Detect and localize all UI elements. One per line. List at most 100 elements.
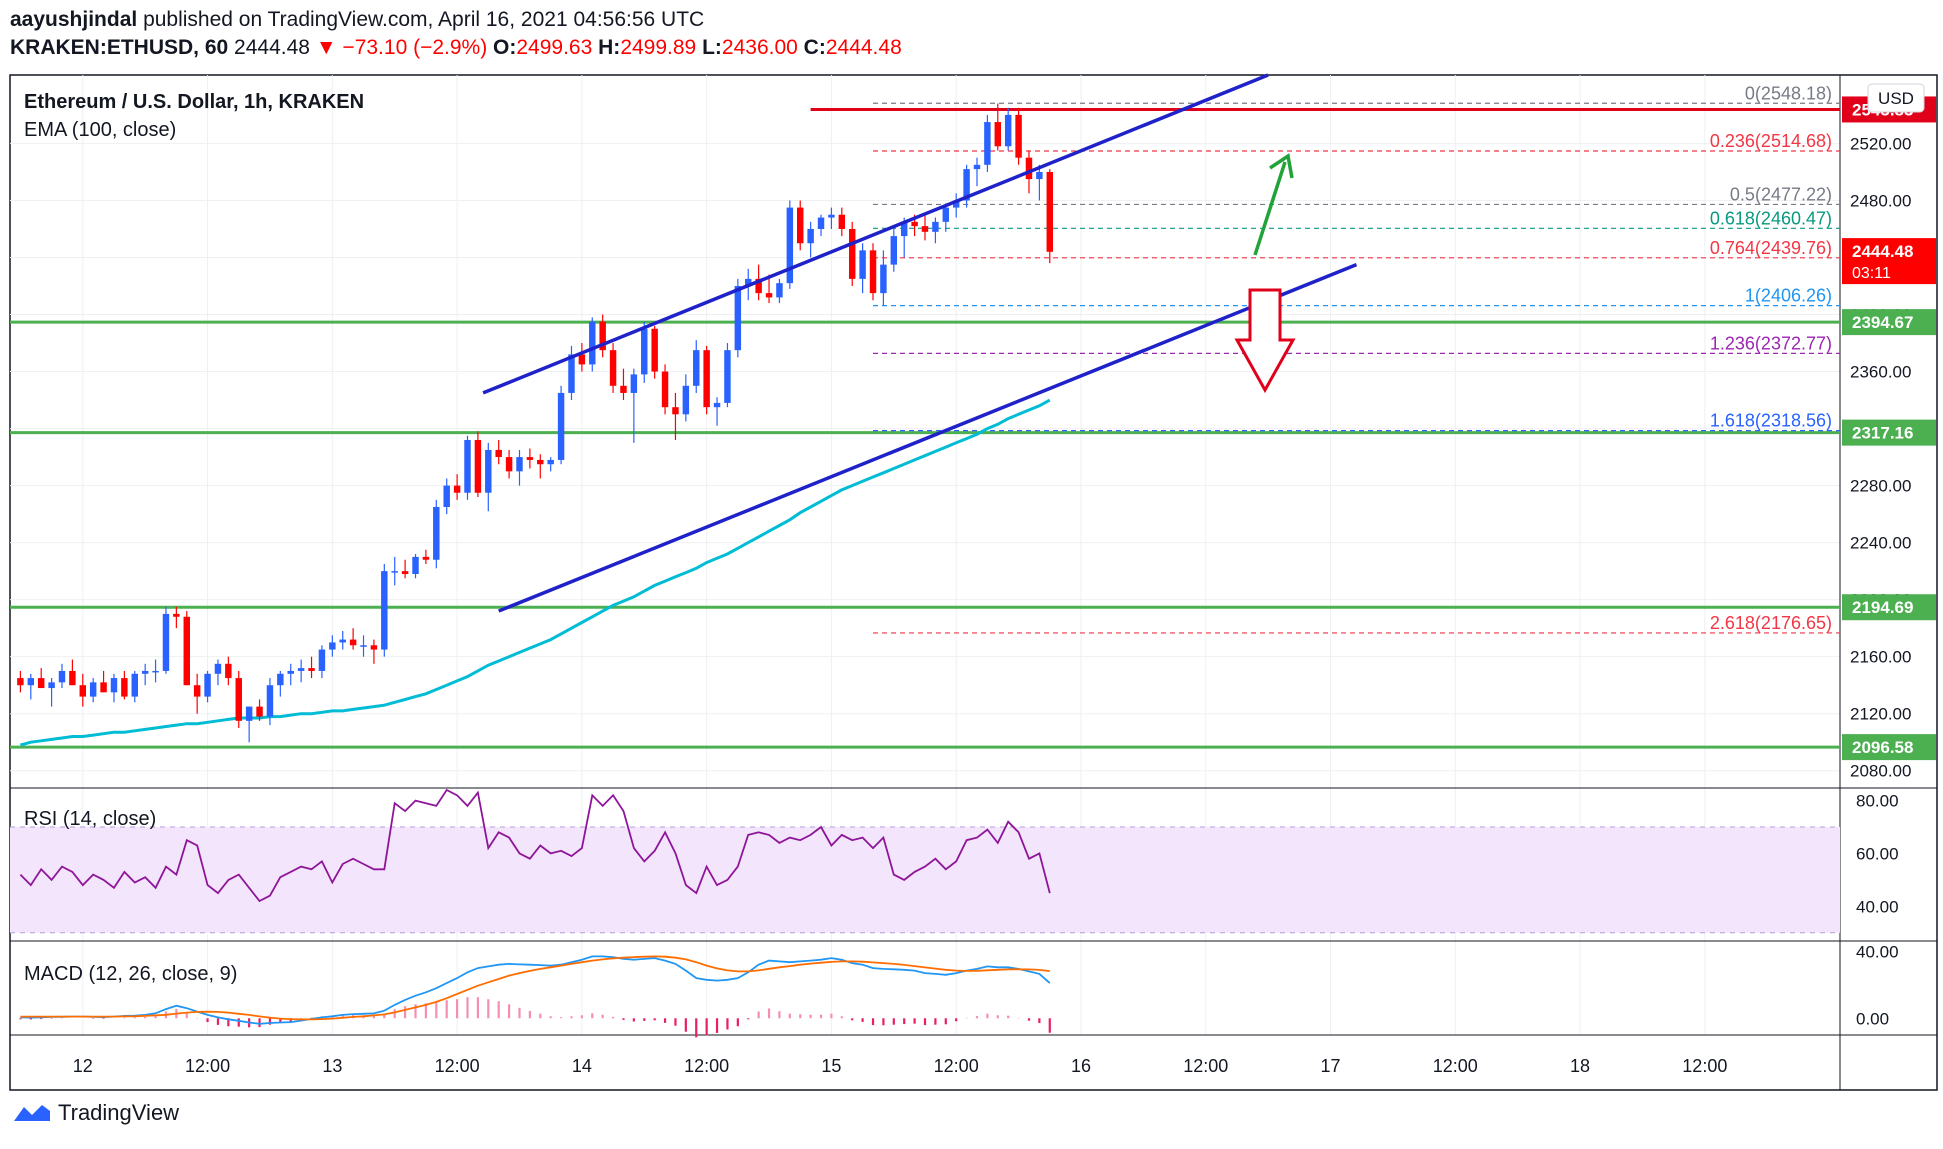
x-tick-label: 12:00: [934, 1056, 979, 1076]
x-tick-label: 12:00: [185, 1056, 230, 1076]
candle-body: [776, 283, 783, 298]
candle-body: [786, 207, 794, 284]
arrows: [1234, 153, 1296, 394]
x-tick-label: 12:00: [435, 1056, 480, 1076]
y-tick-label: 2240.00: [1850, 534, 1911, 553]
candle-body: [245, 706, 253, 721]
fib-label: 0.764(2439.76): [1710, 238, 1832, 258]
x-tick-label: 13: [322, 1056, 342, 1076]
channel-line: [482, 73, 1269, 395]
candle-body: [69, 670, 76, 686]
candle-body: [297, 668, 305, 671]
candle-body: [225, 663, 232, 679]
ema-path: [19, 398, 1051, 747]
candle-body: [256, 706, 263, 717]
macd-tick-label: 40.00: [1856, 942, 1899, 961]
up-arrow-shaft: [1253, 161, 1287, 256]
author-name[interactable]: aayushjindal: [10, 8, 138, 31]
candle-body: [443, 485, 450, 507]
candle-body: [505, 457, 513, 472]
chart-frame: [9, 74, 1938, 1091]
candle-body: [173, 613, 180, 617]
macd-line: [20, 955, 1051, 1025]
candle-body: [464, 439, 471, 493]
x-tick-label: 12: [73, 1056, 93, 1076]
candle-body: [318, 649, 326, 671]
price-labels: 2394.672317.162194.692096.582543.832444.…: [1842, 96, 1936, 761]
candle-body: [661, 371, 669, 408]
fib-label: 1.618(2318.56): [1710, 411, 1832, 431]
x-tick-label: 12:00: [1433, 1056, 1478, 1076]
candle-body: [848, 228, 856, 279]
candle-body: [485, 449, 492, 493]
candle-body: [495, 449, 502, 458]
candle-body: [921, 226, 929, 232]
currency-badge[interactable]: [1867, 83, 1925, 113]
candle-body: [932, 221, 939, 232]
y-tick-label: 2120.00: [1850, 705, 1911, 724]
candle-body: [578, 354, 586, 365]
chart-area[interactable]: 0(2548.18) 0.236(2514.68) 0.5(2477.22) 0.61…: [0, 0, 1943, 1105]
price-chart-svg[interactable]: 0(2548.18) 0.236(2514.68) 0.5(2477.22) 0.61…: [0, 0, 1943, 1100]
channel-line: [498, 262, 1358, 613]
published-text: published on TradingView.com, April 16, …: [143, 8, 705, 31]
candle-body: [162, 613, 170, 671]
candle-body: [609, 350, 617, 386]
candle-body: [89, 682, 97, 697]
grid-lines: [10, 75, 1937, 1090]
candle-body: [110, 678, 118, 693]
price-tag-text: 2317.16: [1852, 424, 1913, 443]
tradingview-logo-icon: [14, 1105, 50, 1121]
fib-label: 2.618(2176.65): [1710, 613, 1832, 633]
candle-body: [360, 645, 367, 647]
macd-pane: [19, 955, 1051, 1038]
rsi-tick-label: 60.00: [1856, 844, 1899, 863]
fib-label: 0.5(2477.22): [1730, 184, 1832, 204]
candle-body: [817, 217, 825, 229]
candle-body: [121, 678, 128, 697]
candle-body: [599, 321, 606, 351]
x-tick-label: 12:00: [684, 1056, 729, 1076]
candle-body: [693, 350, 700, 386]
candle-body: [37, 678, 45, 689]
footer: TradingView: [12, 1100, 179, 1126]
candle-body: [287, 670, 294, 674]
candle-body: [1036, 171, 1043, 180]
candle-body: [880, 264, 887, 294]
candle-body: [401, 571, 409, 574]
candle-body: [422, 556, 430, 560]
candle-body: [651, 328, 658, 372]
candle-body: [100, 682, 107, 693]
candle-body: [994, 122, 1002, 147]
ema-legend: EMA (100, close): [24, 119, 176, 141]
brand-text: TradingView: [58, 1100, 180, 1125]
rsi-band-fill: [10, 827, 1840, 933]
candle-body: [266, 685, 274, 717]
chart-title: Ethereum / U.S. Dollar, 1h, KRAKEN: [24, 91, 364, 113]
candle-body: [682, 385, 690, 415]
candle-body: [557, 392, 565, 460]
candle-body: [713, 402, 721, 408]
fib-label: 0.618(2460.47): [1710, 208, 1832, 228]
x-tick-label: 12:00: [1682, 1056, 1727, 1076]
candle-body: [526, 457, 534, 460]
macd-signal-line: [20, 955, 1050, 1021]
candle-body: [308, 668, 315, 671]
candle-body: [131, 673, 138, 697]
close-value: 2444.48: [825, 36, 902, 59]
fibonacci-levels: 0(2548.18) 0.236(2514.68) 0.5(2477.22) 0.61…: [873, 83, 1840, 634]
price-tag: [1842, 309, 1936, 336]
open-label: O:: [493, 36, 517, 59]
high-value: 2499.89: [620, 36, 697, 59]
price-tag: [1842, 419, 1936, 446]
price-tag-text: 2194.69: [1852, 598, 1913, 617]
low-value: 2436.00: [721, 36, 798, 59]
candle-body: [58, 670, 66, 683]
candle-body: [193, 685, 201, 697]
macd-legend: MACD (12, 26, close, 9): [24, 963, 237, 985]
y-tick-label: 2520.00: [1850, 134, 1911, 153]
candle-body: [391, 571, 398, 573]
candle-body: [911, 221, 918, 227]
y-tick-label: 2480.00: [1850, 191, 1911, 210]
fib-label: 1(2406.26): [1745, 286, 1832, 306]
